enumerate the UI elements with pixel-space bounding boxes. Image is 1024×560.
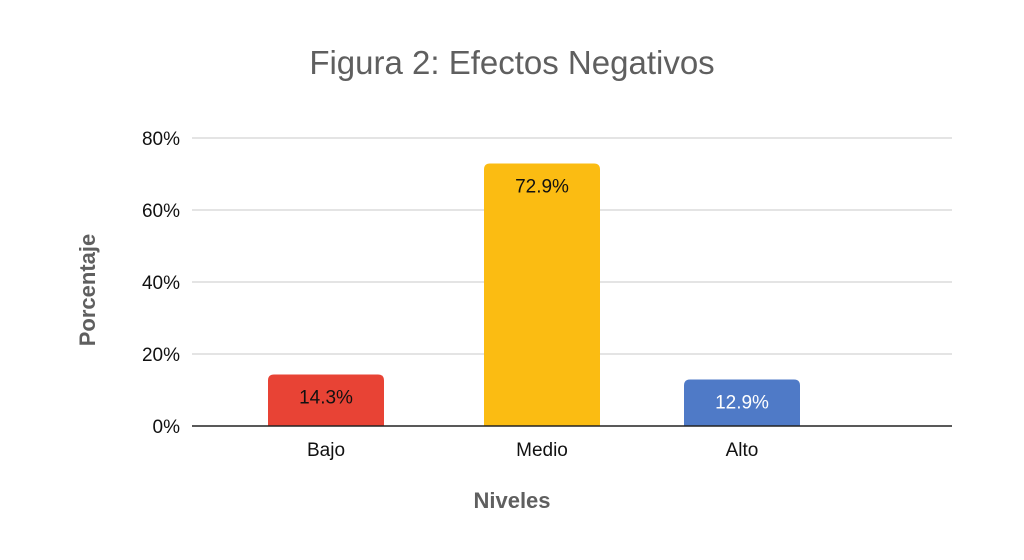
bar-alto xyxy=(684,379,800,426)
y-tick-label: 20% xyxy=(142,345,180,366)
y-tick-label: 60% xyxy=(142,201,180,222)
y-tick-label: 80% xyxy=(142,129,180,150)
bar-bajo xyxy=(268,374,384,426)
x-tick-label: Medio xyxy=(516,440,568,461)
y-tick-label: 40% xyxy=(142,273,180,294)
chart-title: Figura 2: Efectos Negativos xyxy=(309,44,715,81)
data-label: 14.3% xyxy=(299,388,353,409)
y-tick-label: 0% xyxy=(153,417,181,438)
data-label: 72.9% xyxy=(515,177,569,198)
x-tick-label: Alto xyxy=(726,440,759,461)
x-tick-label: Bajo xyxy=(307,440,345,461)
x-axis-label: Niveles xyxy=(473,488,551,513)
data-label: 12.9% xyxy=(715,393,769,414)
bar-medio xyxy=(484,163,600,426)
